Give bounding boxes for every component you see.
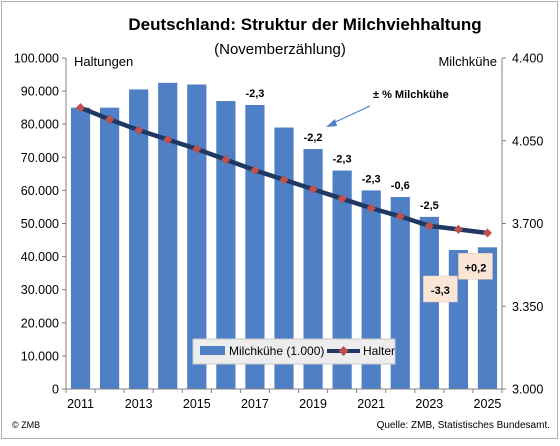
bar-series xyxy=(70,82,498,390)
annotation-label: -2,2 xyxy=(304,132,323,144)
line-marker xyxy=(221,155,231,165)
bar xyxy=(100,107,120,390)
annotation-box xyxy=(458,253,493,280)
line-marker xyxy=(192,144,202,154)
line-marker xyxy=(250,165,260,175)
bar xyxy=(477,247,498,389)
annotation-label: -2,3 xyxy=(362,173,381,185)
line-marker xyxy=(134,125,144,135)
callout: ± % Milchkühe xyxy=(326,89,449,127)
right-axis-tick-label: 4.400 xyxy=(512,52,543,66)
left-axis-ticks: 0 10.000 20.000 30.000 40.000 50.000 60.000 70.… xyxy=(14,52,66,397)
legend-label-line: Halter xyxy=(363,344,395,358)
line-marker xyxy=(395,211,405,221)
footer-copyright: © ZMB xyxy=(12,420,40,430)
x-axis-tick-label: 2021 xyxy=(357,397,385,411)
line-marker xyxy=(337,194,347,204)
annotation-label: -2,3 xyxy=(245,88,264,100)
annotation-label: +0,2 xyxy=(465,262,487,274)
left-axis-tick-label: 70.000 xyxy=(21,151,59,165)
bar xyxy=(187,84,207,389)
x-axis-tick-label: 2019 xyxy=(299,397,327,411)
x-axis-tick-label: 2015 xyxy=(183,397,211,411)
chart-subtitle: (Novemberzählung) xyxy=(214,41,346,58)
right-axis-tick-label: 4.050 xyxy=(512,134,543,148)
callout-arrow xyxy=(330,105,371,125)
x-axis-tick-label: 2025 xyxy=(474,397,502,411)
legend-swatch-marker xyxy=(338,346,349,356)
annotation-label: -2,5 xyxy=(420,200,439,212)
callout-arrowhead xyxy=(326,119,337,127)
left-axis-tick-label: 100.000 xyxy=(14,52,59,66)
bar xyxy=(245,105,265,389)
left-axis-tick-label: 40.000 xyxy=(21,250,59,264)
annotation-label: -0,6 xyxy=(391,180,410,192)
x-axis-ticks: 2011 2013 2015 2017 2019 2021 2023 2025 xyxy=(65,389,503,411)
chart-title: Deutschland: Struktur der Milchviehhaltu… xyxy=(128,15,481,34)
left-axis-tick-label: 90.000 xyxy=(21,85,59,99)
left-axis-tick-label: 30.000 xyxy=(21,283,59,297)
right-axis-tick-label: 3.700 xyxy=(512,217,543,231)
left-axis-tick-label: 10.000 xyxy=(21,349,59,363)
line-series xyxy=(76,103,492,238)
line-marker xyxy=(453,224,463,234)
line-marker xyxy=(279,175,289,185)
x-axis-tick-label: 2017 xyxy=(241,397,269,411)
annotations: -2,3 -2,2 -2,3 -2,3 -0,6 -2,5 -3,3 +0,2 xyxy=(245,88,493,303)
annotation-label: -3,3 xyxy=(431,285,450,297)
bar xyxy=(70,107,91,390)
footer-source: Quelle: ZMB, Statistisches Bundesamt. xyxy=(377,420,550,431)
bar xyxy=(303,149,323,389)
bar xyxy=(129,89,149,389)
left-axis-tick-label: 80.000 xyxy=(21,118,59,132)
bar xyxy=(216,101,236,389)
left-axis-tick-label: 60.000 xyxy=(21,184,59,198)
line-marker xyxy=(424,221,434,231)
callout-label: ± % Milchkühe xyxy=(373,89,449,101)
line-marker xyxy=(482,228,492,238)
right-axis-tick-label: 3.350 xyxy=(512,300,543,314)
line-marker xyxy=(366,203,376,213)
line-marker xyxy=(76,103,86,113)
left-axis-tick-label: 0 xyxy=(52,383,59,397)
line-marker xyxy=(163,135,173,145)
bar xyxy=(419,216,439,389)
left-axis-tick-label: 20.000 xyxy=(21,316,59,330)
x-axis-tick-label: 2023 xyxy=(415,397,443,411)
annotation-box xyxy=(423,275,458,303)
line-marker xyxy=(105,114,115,124)
legend-swatch-bars xyxy=(200,346,225,355)
line-marker xyxy=(308,184,318,194)
annotation-label: -2,3 xyxy=(333,154,352,166)
right-axis-tick-label: 3.000 xyxy=(512,383,543,397)
bar xyxy=(158,82,178,389)
right-axis-ticks: 3.000 3.350 3.700 4.050 4.400 xyxy=(502,52,543,397)
x-axis-tick-label: 2013 xyxy=(125,397,153,411)
left-axis-label: Haltungen xyxy=(74,54,133,69)
x-axis-tick-label: 2011 xyxy=(67,397,94,411)
legend-label-bars: Milchkühe (1.000) xyxy=(229,344,324,358)
legend: Milchkühe (1.000) Halter xyxy=(192,338,396,365)
legend-box xyxy=(192,338,396,365)
left-axis-tick-label: 50.000 xyxy=(21,217,59,231)
bar xyxy=(332,170,352,389)
right-axis-label: Milchkühe xyxy=(438,54,497,69)
bar xyxy=(274,127,294,389)
